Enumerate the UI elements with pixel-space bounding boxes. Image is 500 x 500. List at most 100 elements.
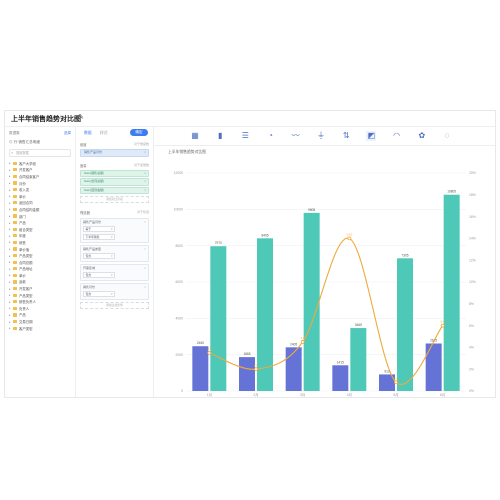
- dimension-pill[interactable]: 销售产品月份 ×: [80, 149, 149, 157]
- expand-icon[interactable]: ▸: [9, 299, 11, 304]
- remove-icon[interactable]: ×: [144, 187, 146, 192]
- expand-icon[interactable]: ▸: [9, 286, 11, 291]
- expand-icon[interactable]: ▸: [9, 319, 11, 324]
- add-field-button[interactable]: 添加对比字段: [80, 196, 149, 203]
- operator-select[interactable]: 包含 ▾: [83, 252, 115, 259]
- field-item[interactable]: ▸ 客户类型: [5, 325, 75, 332]
- field-item[interactable]: ▸ 返款: [5, 279, 75, 286]
- field-item[interactable]: ▸ 年度: [5, 233, 75, 240]
- measure-pill[interactable]: Sum(回款金额) ×: [80, 186, 149, 194]
- field-item[interactable]: ▸ 合同结构金额: [5, 206, 75, 213]
- field-item[interactable]: ▸ 单价值: [5, 246, 75, 253]
- confirm-button[interactable]: 确定: [130, 129, 148, 136]
- folder-icon: [13, 273, 17, 277]
- field-item[interactable]: ▸ 开发客户: [5, 285, 75, 292]
- expand-icon[interactable]: ▸: [9, 233, 11, 238]
- expand-icon[interactable]: ▸: [9, 266, 11, 271]
- expand-icon[interactable]: ▸: [9, 220, 11, 225]
- combo-chart-icon[interactable]: ⇅: [342, 131, 350, 140]
- field-item[interactable]: ▸ 销售: [5, 239, 75, 246]
- field-item[interactable]: ▸ 组合类型: [5, 226, 75, 233]
- operator-select[interactable]: 包含 ▾: [83, 290, 115, 297]
- expand-icon[interactable]: ▸: [9, 207, 11, 212]
- close-icon[interactable]: ×: [144, 247, 146, 251]
- expand-icon[interactable]: ▸: [9, 293, 11, 298]
- operator-select[interactable]: 等于 ▾: [83, 225, 115, 232]
- area-chart-icon[interactable]: ◩: [366, 131, 377, 141]
- expand-icon[interactable]: ▸: [9, 253, 11, 258]
- field-item[interactable]: ▸ 返回合同: [5, 200, 75, 207]
- field-item[interactable]: ▸ 产品类型: [5, 292, 75, 299]
- bar-sales: [379, 374, 395, 391]
- expand-icon[interactable]: ▸: [9, 194, 11, 199]
- measure-pill[interactable]: Sum(合同总额) ×: [80, 178, 149, 186]
- tab-style[interactable]: 样式: [100, 131, 108, 135]
- edit-icon[interactable]: ✎: [78, 114, 84, 121]
- x-tick-label: 2月: [253, 393, 258, 397]
- field-item[interactable]: ▸ 销售负责人: [5, 298, 75, 305]
- filter-card[interactable]: 销售产品月份 × 等于 ▾ 下半年销售 ▾: [80, 218, 149, 243]
- bar-chart-icon[interactable]: ▮: [217, 131, 223, 140]
- expand-icon[interactable]: ▸: [9, 200, 11, 205]
- scatter-icon[interactable]: ◌: [444, 131, 450, 140]
- field-item[interactable]: ▸ 开发客户: [5, 167, 75, 174]
- line-label: 4.5: [301, 336, 306, 340]
- field-item[interactable]: ▸ 单价: [5, 193, 75, 200]
- field-item[interactable]: ▸ 负责人: [5, 305, 75, 312]
- field-item[interactable]: ▸ 产品类型: [5, 252, 75, 259]
- filter-card[interactable]: 销售产品类型 × 包含 ▾: [80, 245, 149, 262]
- horizontal-bar-icon[interactable]: ☰: [241, 131, 249, 140]
- expand-icon[interactable]: ▸: [9, 312, 11, 317]
- field-item[interactable]: ▸ 产品: [5, 312, 75, 319]
- field-item[interactable]: ▸ 收入发: [5, 186, 75, 193]
- gauge-icon[interactable]: ◠: [393, 131, 401, 140]
- expand-icon[interactable]: ▸: [9, 187, 11, 192]
- table-icon[interactable]: ▦: [191, 131, 199, 140]
- pie-chart-icon[interactable]: ◔: [268, 131, 274, 140]
- expand-icon[interactable]: ▸: [9, 273, 11, 278]
- measure-pill[interactable]: Sum(销售总额) ×: [80, 169, 149, 177]
- expand-icon[interactable]: ▸: [9, 279, 11, 284]
- add-filter-button[interactable]: 添加过滤条件: [80, 302, 149, 309]
- value-select[interactable]: 下半年销售 ▾: [83, 233, 115, 240]
- close-icon[interactable]: ×: [144, 220, 146, 224]
- expand-icon[interactable]: ▸: [9, 161, 11, 166]
- remove-icon[interactable]: ×: [144, 150, 146, 154]
- radar-icon[interactable]: ✿: [418, 131, 426, 140]
- field-item[interactable]: ▸ 部门: [5, 213, 75, 220]
- field-item[interactable]: ▸ 产品地址: [5, 266, 75, 273]
- expand-icon[interactable]: ▸: [9, 167, 11, 172]
- field-item[interactable]: ▸ 月份: [5, 180, 75, 187]
- filter-card[interactable]: 销售月份 × 包含 ▾: [80, 283, 149, 300]
- expand-icon[interactable]: ▸: [9, 247, 11, 252]
- expand-icon[interactable]: ▸: [9, 181, 11, 186]
- close-icon[interactable]: ×: [144, 285, 146, 289]
- expand-icon[interactable]: ▸: [9, 227, 11, 232]
- remove-icon[interactable]: ×: [144, 170, 146, 175]
- dataset-name[interactable]: ⊙ 行·销售汇总明细: [9, 140, 40, 144]
- field-search-input[interactable]: ⌕ 搜索数据: [9, 149, 71, 157]
- expand-icon[interactable]: ▸: [9, 240, 11, 245]
- field-item[interactable]: ▸ 客户大学段: [5, 160, 75, 167]
- select-dataset-link[interactable]: 选择: [63, 131, 71, 135]
- expand-icon[interactable]: ▸: [9, 326, 11, 331]
- field-item[interactable]: ▸ 合同结束客户: [5, 173, 75, 180]
- field-item[interactable]: ▸ 单价: [5, 272, 75, 279]
- field-item[interactable]: ▸ 产品: [5, 219, 75, 226]
- operator-select[interactable]: 包含 ▾: [83, 271, 115, 278]
- expand-icon[interactable]: ▸: [9, 214, 11, 219]
- line-chart-icon[interactable]: 〰: [291, 131, 300, 140]
- remove-icon[interactable]: ×: [144, 179, 146, 183]
- expand-icon[interactable]: ▸: [9, 174, 11, 179]
- folder-icon: [13, 240, 17, 245]
- field-item[interactable]: ▸ 合同总额: [5, 259, 75, 266]
- funnel-icon[interactable]: ⏚: [317, 131, 325, 140]
- tab-data[interactable]: 数据: [84, 131, 92, 135]
- close-icon[interactable]: ×: [144, 266, 146, 270]
- field-item[interactable]: ▸ 交易日期: [5, 318, 75, 325]
- expand-icon[interactable]: ▸: [9, 306, 11, 311]
- chart-type-toolbar: ▦ ▮ ☰ ◔ 〰 ⏚ ⇅ ◩ ◠ ✿ ◌: [154, 127, 495, 146]
- filter-card[interactable]: 开票区域 × 包含 ▾: [80, 264, 149, 281]
- y-tick-label: 6000: [175, 280, 183, 284]
- expand-icon[interactable]: ▸: [9, 260, 11, 265]
